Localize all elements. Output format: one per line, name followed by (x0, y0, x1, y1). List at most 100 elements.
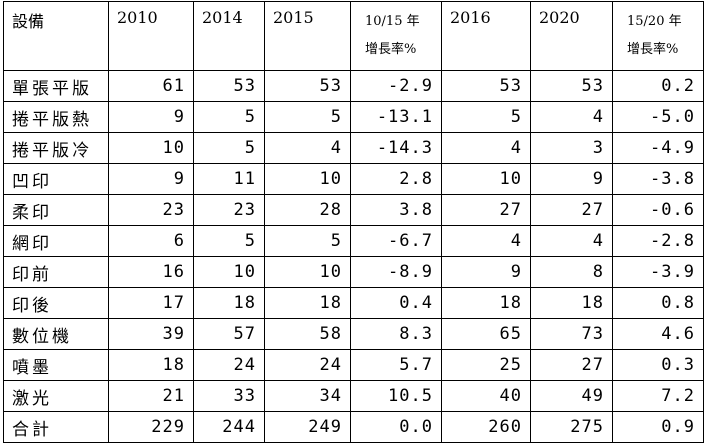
cell-value: 8 (530, 256, 613, 288)
cell-value: -3.9 (612, 256, 704, 288)
cell-value: 3.8 (350, 194, 442, 226)
cell-value: 9 (530, 163, 613, 195)
cell-value: 10.5 (350, 380, 442, 412)
cell-value: 6 (108, 225, 194, 257)
cell-value: 53 (530, 70, 613, 102)
cell-value: 23 (193, 194, 265, 226)
cell-value: 5 (264, 225, 351, 257)
cell-value: 9 (441, 256, 531, 288)
cell-value: 244 (193, 411, 265, 443)
cell-value: 5 (193, 132, 265, 164)
cell-value: 275 (530, 411, 613, 443)
cell-value: 18 (108, 349, 194, 381)
cell-value: 4 (530, 101, 613, 133)
header-cell: 2015 (264, 1, 351, 71)
header-cell: 2014 (193, 1, 265, 71)
cell-value: 5.7 (350, 349, 442, 381)
cell-value: 8.3 (350, 318, 442, 350)
cell-value: 0.0 (350, 411, 442, 443)
cell-value: 65 (441, 318, 531, 350)
cell-value: 18 (441, 287, 531, 319)
cell-value: -3.8 (612, 163, 704, 195)
cell-value: 0.9 (612, 411, 704, 443)
row-label: 噴墨 (3, 349, 109, 381)
cell-value: 27 (530, 194, 613, 226)
row-label: 印後 (3, 287, 109, 319)
cell-value: -2.9 (350, 70, 442, 102)
table-body: 單張平版 61 53 53 -2.9 53 53 0.2 捲平版熱 9 5 5 -13.1 5 4 -5.0 捲… (3, 70, 704, 443)
cell-value: 39 (108, 318, 194, 350)
cell-value: 17 (108, 287, 194, 319)
cell-value: 2.8 (350, 163, 442, 195)
row-label: 合計 (3, 411, 109, 443)
table-row: 數位機 39 57 58 8.3 65 73 4.6 (3, 318, 704, 350)
cell-value: 73 (530, 318, 613, 350)
data-table: 設備 2010 2014 2015 10/15 年增長率% 2016 2020 15/20 年… (3, 1, 704, 443)
cell-value: 10 (108, 132, 194, 164)
row-label: 網印 (3, 225, 109, 257)
header-cell: 2016 (441, 1, 531, 71)
header-row: 設備 2010 2014 2015 10/15 年增長率% 2016 2020 15/20 年… (3, 1, 704, 71)
cell-value: 21 (108, 380, 194, 412)
header-line: 15/20 年 (627, 14, 682, 29)
row-label: 數位機 (3, 318, 109, 350)
cell-value: -4.9 (612, 132, 704, 164)
row-label: 凹印 (3, 163, 109, 195)
cell-value: 0.3 (612, 349, 704, 381)
cell-value: 9 (108, 163, 194, 195)
cell-value: 10 (264, 163, 351, 195)
cell-value: 5 (193, 225, 265, 257)
cell-value: -0.6 (612, 194, 704, 226)
table-row: 合計 229 244 249 0.0 260 275 0.9 (3, 411, 704, 443)
cell-value: 24 (264, 349, 351, 381)
cell-value: 53 (264, 70, 351, 102)
cell-value: 4 (441, 225, 531, 257)
cell-value: 18 (264, 287, 351, 319)
cell-value: 3 (530, 132, 613, 164)
cell-value: -5.0 (612, 101, 704, 133)
table-row: 捲平版冷 10 5 4 -14.3 4 3 -4.9 (3, 132, 704, 164)
cell-value: 27 (530, 349, 613, 381)
header-cell: 10/15 年增長率% (350, 1, 442, 71)
table-row: 凹印 9 11 10 2.8 10 9 -3.8 (3, 163, 704, 195)
cell-value: 4 (441, 132, 531, 164)
table-row: 捲平版熱 9 5 5 -13.1 5 4 -5.0 (3, 101, 704, 133)
cell-value: -13.1 (350, 101, 442, 133)
cell-value: 10 (441, 163, 531, 195)
cell-value: 5 (441, 101, 531, 133)
header-line: 10/15 年 (365, 14, 420, 29)
cell-value: 4.6 (612, 318, 704, 350)
header-cell: 設備 (3, 1, 109, 71)
cell-value: 260 (441, 411, 531, 443)
header-line: 增長率% (627, 42, 679, 57)
cell-value: -14.3 (350, 132, 442, 164)
cell-value: 24 (193, 349, 265, 381)
cell-value: 229 (108, 411, 194, 443)
cell-value: 33 (193, 380, 265, 412)
row-label: 激光 (3, 380, 109, 412)
row-label: 捲平版熱 (3, 101, 109, 133)
cell-value: 10 (193, 256, 265, 288)
cell-value: 4 (530, 225, 613, 257)
cell-value: 28 (264, 194, 351, 226)
cell-value: 25 (441, 349, 531, 381)
header-cell: 15/20 年增長率% (612, 1, 704, 71)
cell-value: 58 (264, 318, 351, 350)
cell-value: 7.2 (612, 380, 704, 412)
header-cell: 2010 (108, 1, 194, 71)
cell-value: 0.8 (612, 287, 704, 319)
row-label: 印前 (3, 256, 109, 288)
cell-value: 18 (530, 287, 613, 319)
cell-value: 40 (441, 380, 531, 412)
cell-value: 53 (441, 70, 531, 102)
row-label: 柔印 (3, 194, 109, 226)
cell-value: 61 (108, 70, 194, 102)
cell-value: -2.8 (612, 225, 704, 257)
row-label: 單張平版 (3, 70, 109, 102)
cell-value: 10 (264, 256, 351, 288)
cell-value: 0.4 (350, 287, 442, 319)
cell-value: 23 (108, 194, 194, 226)
cell-value: 0.2 (612, 70, 704, 102)
table-row: 單張平版 61 53 53 -2.9 53 53 0.2 (3, 70, 704, 102)
